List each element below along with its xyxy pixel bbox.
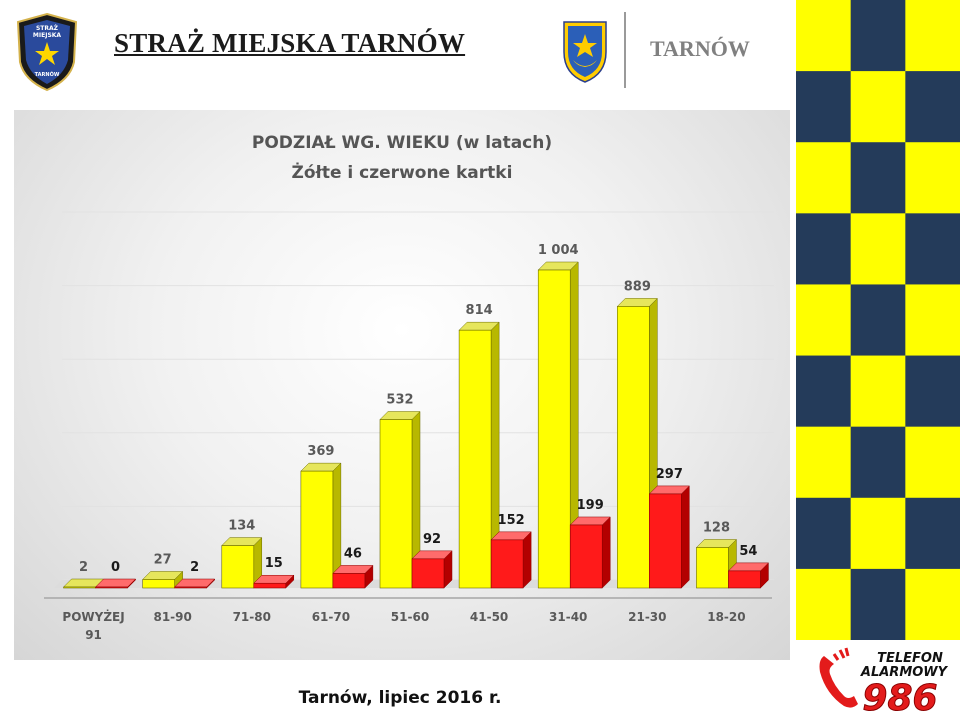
phone-icon <box>819 656 858 708</box>
checker-tile <box>905 426 960 499</box>
checker-tile <box>796 0 852 72</box>
checker-tile <box>850 568 906 640</box>
alarm-line-1: TELEFON <box>877 651 943 666</box>
badge-line-1: STRAŻ <box>36 25 59 32</box>
data-label: 46 <box>344 546 362 561</box>
data-label: 814 <box>466 303 493 318</box>
checker-tile <box>905 0 960 72</box>
data-label: 889 <box>624 279 651 294</box>
chart-title: PODZIAŁ WG. WIEKU (w latach) <box>252 133 552 153</box>
badge-line-3: TARNÓW <box>35 71 60 78</box>
badge-line-2: MIEJSKA <box>33 32 62 39</box>
bar-red-cards <box>728 570 761 589</box>
checker-tile <box>850 71 906 143</box>
bar-red-cards <box>411 558 445 589</box>
category-label: 21-30 <box>628 610 666 624</box>
city-name: TARNÓW <box>650 36 750 61</box>
data-label: 2 <box>190 560 199 575</box>
data-label: 2 <box>79 560 88 575</box>
checker-tile <box>796 426 852 499</box>
data-label: 199 <box>577 498 604 513</box>
data-label: 27 <box>154 552 172 567</box>
checker-tile <box>796 497 852 570</box>
checker-tile <box>796 284 852 357</box>
checker-tile <box>905 497 960 570</box>
checker-tile <box>905 213 960 285</box>
checker-tile <box>850 142 906 214</box>
category-label: 18-20 <box>707 610 745 624</box>
city-coat-of-arms-icon <box>563 21 607 83</box>
chart-panel: PODZIAŁ WG. WIEKU (w latach) Żółte i cze… <box>14 110 790 660</box>
data-label: 0 <box>111 560 120 575</box>
header-divider <box>624 12 626 88</box>
data-label: 297 <box>656 467 683 482</box>
bar-yellow-cards <box>696 547 729 589</box>
checker-tile <box>796 142 852 214</box>
page-title: STRAŻ MIEJSKA TARNÓW <box>114 28 466 58</box>
bar-red-cards <box>490 539 524 589</box>
footer-date: Tarnów, lipiec 2016 r. <box>298 688 502 708</box>
category-label: 71-80 <box>233 610 271 624</box>
bar-yellow-cards <box>617 306 650 589</box>
data-label: 532 <box>386 392 413 407</box>
checker-tile <box>796 568 852 640</box>
bar-side <box>681 485 690 589</box>
checker-tile <box>796 71 852 143</box>
category-label: 31-40 <box>549 610 587 624</box>
bar-red-cards <box>332 573 366 589</box>
checker-tile <box>850 426 906 499</box>
data-label: 128 <box>703 520 730 535</box>
data-label: 134 <box>228 519 255 534</box>
bar-red-cards <box>174 586 207 589</box>
chart-subtitle: Żółte i czerwone kartki <box>292 161 513 183</box>
star-icon <box>35 42 59 65</box>
checker-tile <box>905 568 960 640</box>
data-label: 369 <box>307 444 334 459</box>
checker-tile <box>850 497 906 570</box>
category-label: POWYŻEJ <box>62 609 124 624</box>
bar-red-cards <box>569 524 603 589</box>
data-label: 1 004 <box>538 243 579 258</box>
checker-tile <box>850 284 906 357</box>
bar-red-cards <box>649 493 682 589</box>
bar-side <box>601 516 611 589</box>
bar-yellow-cards <box>142 579 175 589</box>
bar-side <box>522 531 532 589</box>
bar-yellow-cards <box>379 419 413 589</box>
category-label: 51-60 <box>391 610 429 624</box>
data-label: 92 <box>423 532 441 547</box>
alarm-line-2: ALARMOWY <box>860 665 949 680</box>
category-label: 41-50 <box>470 610 508 624</box>
city-guard-badge-logo: STRAŻ MIEJSKA TARNÓW <box>16 12 78 92</box>
checker-tile <box>796 213 852 285</box>
alarm-number: 986 <box>862 678 937 716</box>
checker-tile <box>905 71 960 143</box>
bar-red-cards <box>253 582 287 589</box>
bar-yellow-cards <box>458 329 492 589</box>
data-label: 54 <box>739 544 757 559</box>
checker-tile <box>905 142 960 214</box>
checker-tile <box>796 355 852 428</box>
bar-yellow-cards <box>221 545 255 589</box>
bar-red-cards <box>95 586 128 589</box>
checker-tile <box>850 213 906 285</box>
category-label: 81-90 <box>153 610 191 624</box>
data-label: 152 <box>498 513 525 528</box>
checker-tile <box>850 355 906 428</box>
checker-tile <box>850 0 906 72</box>
checker-tile <box>905 284 960 357</box>
bar-yellow-cards <box>537 269 571 589</box>
category-label: 91 <box>85 628 102 642</box>
emergency-phone-logo: TELEFON ALARMOWY 986 <box>819 647 949 716</box>
data-label: 15 <box>265 556 283 571</box>
bar-yellow-cards <box>63 586 96 589</box>
checker-tile <box>905 355 960 428</box>
category-label: 61-70 <box>312 610 350 624</box>
bar-yellow-cards <box>300 470 334 589</box>
checkered-pattern-decoration <box>796 0 960 640</box>
bar-chart: PODZIAŁ WG. WIEKU (w latach) Żółte i cze… <box>44 133 774 642</box>
